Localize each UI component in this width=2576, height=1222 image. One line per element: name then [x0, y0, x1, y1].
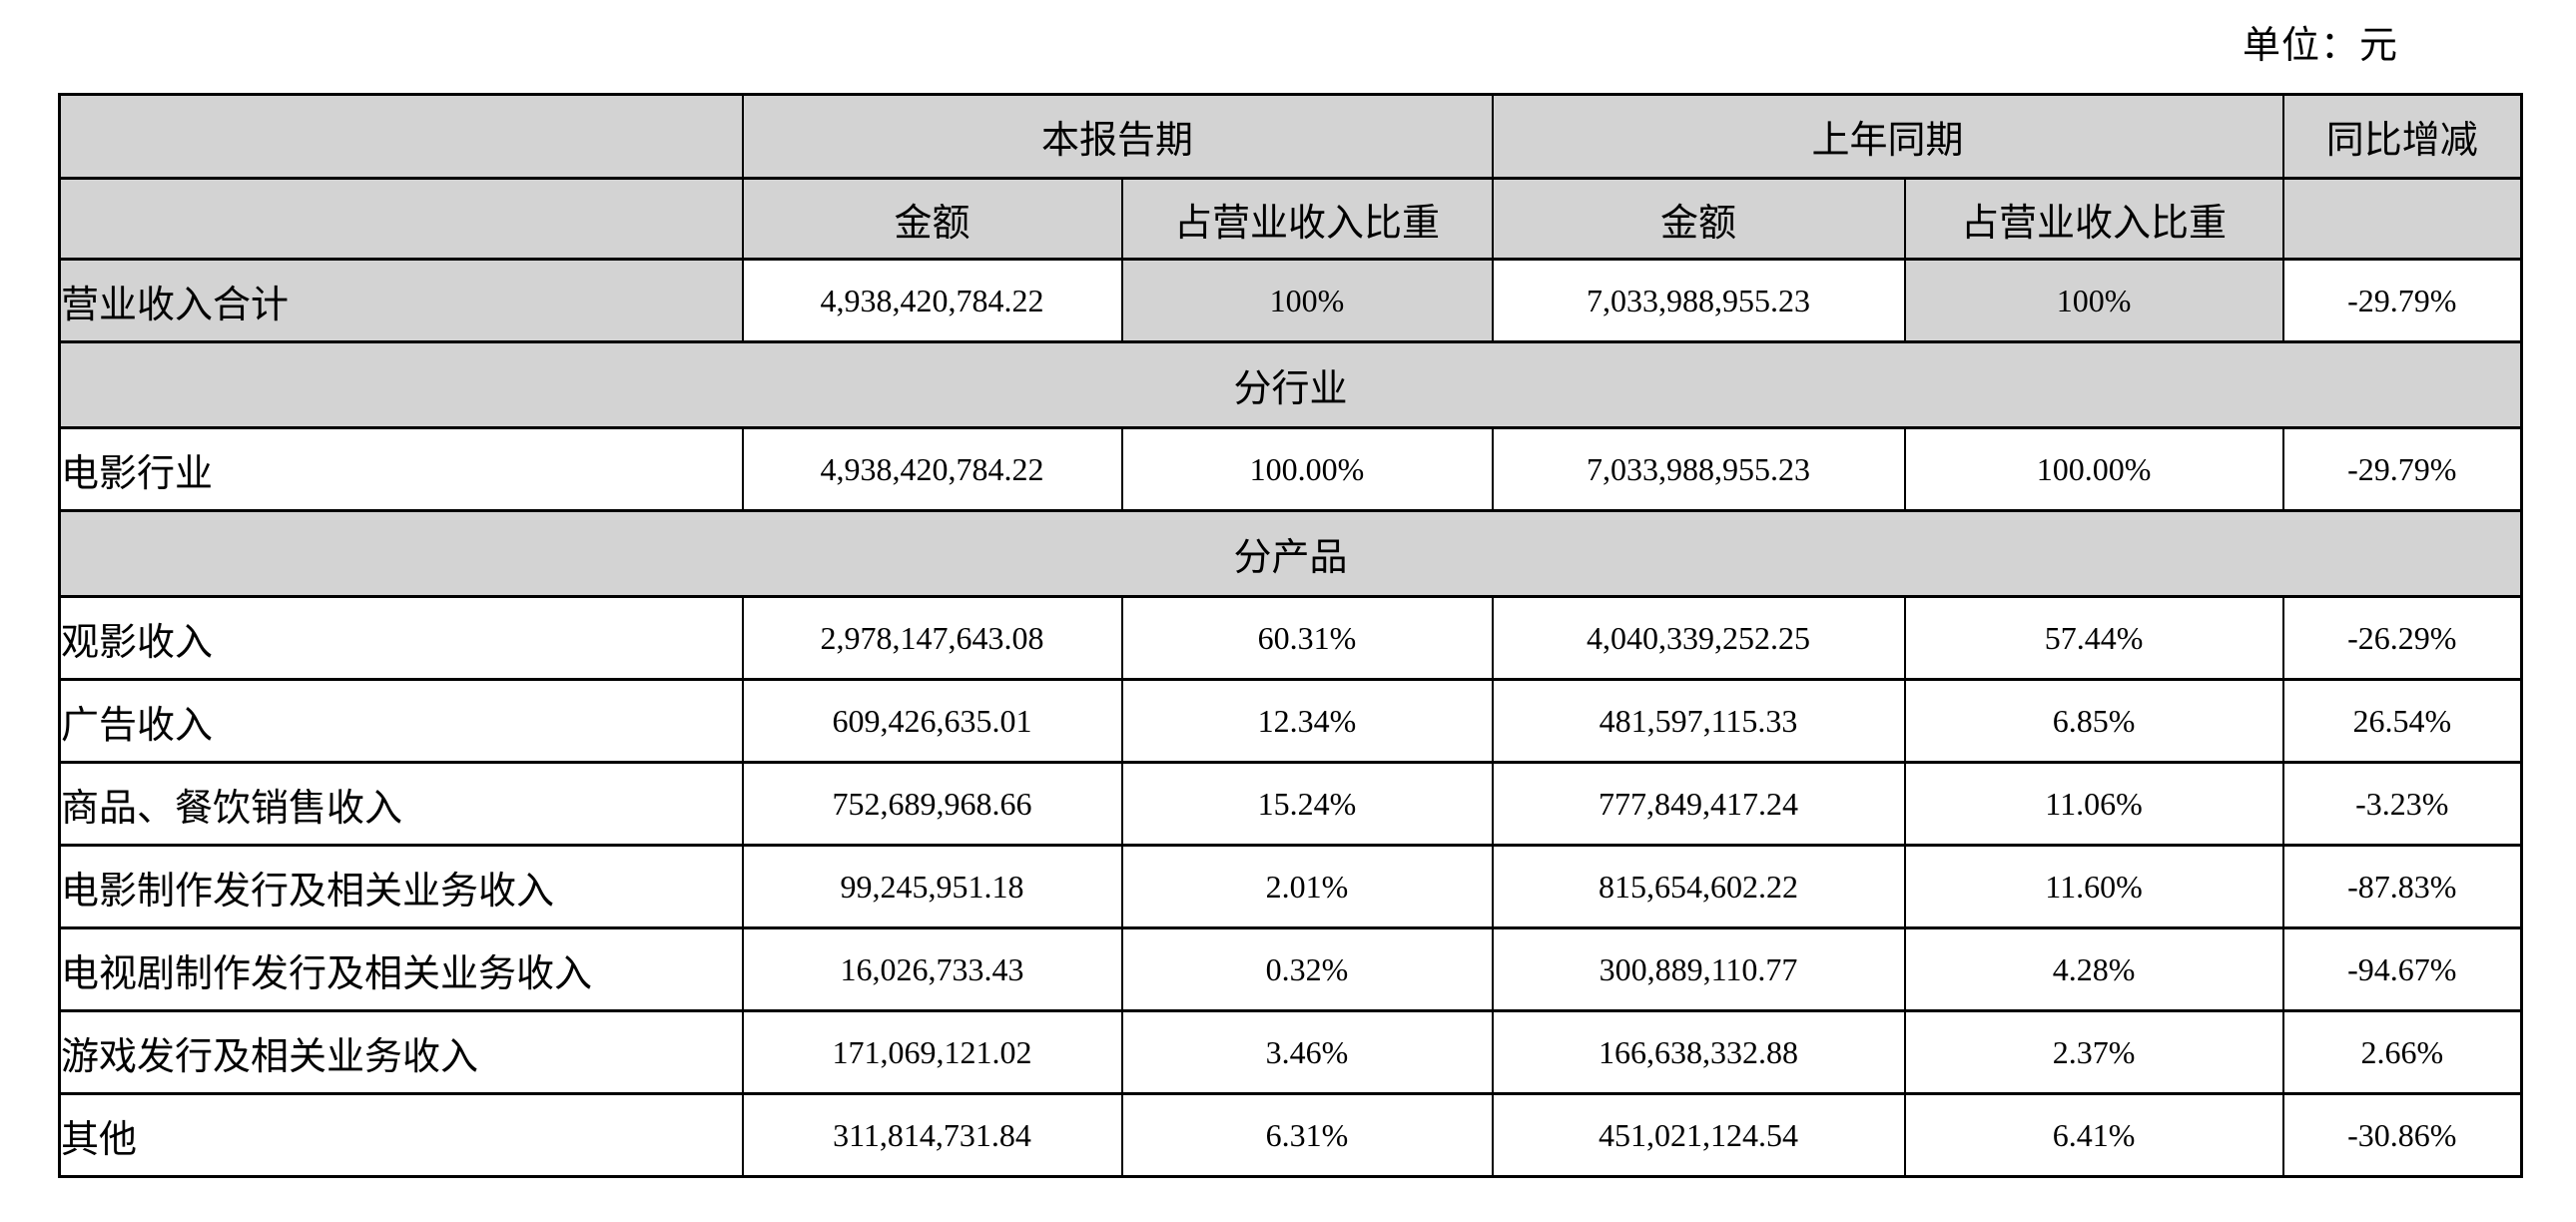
row-label-cell: 其他 [58, 1092, 744, 1178]
section-row: 分行业 [58, 340, 2523, 429]
cell-prior-amount: 7,033,988,955.23 [1491, 258, 1906, 343]
cell-yoy-change: -87.83% [2281, 844, 2523, 929]
cell-current-ratio: 60.31% [1120, 595, 1494, 681]
cell-yoy-change: -29.79% [2281, 426, 2523, 512]
cell-current-amount: 2,978,147,643.08 [741, 595, 1123, 681]
header-row-periods: 本报告期 上年同期 同比增减 [58, 93, 2523, 180]
row-label-cell: 电视剧制作发行及相关业务收入 [58, 926, 744, 1012]
cell-yoy-change: -29.79% [2281, 258, 2523, 343]
row-label-cell: 电影行业 [58, 426, 744, 512]
cell-current-ratio: 0.32% [1120, 926, 1494, 1012]
section-label: 分产品 [58, 509, 2523, 598]
cell-prior-amount: 481,597,115.33 [1491, 678, 1906, 764]
row-label-cell: 商品、餐饮销售收入 [58, 761, 744, 847]
cell-current-amount: 4,938,420,784.22 [741, 258, 1123, 343]
row-label-cell: 游戏发行及相关业务收入 [58, 1009, 744, 1095]
cell-prior-ratio: 6.85% [1903, 678, 2284, 764]
data-row: 商品、餐饮销售收入 752,689,968.66 15.24% 777,849,417… [58, 761, 2523, 847]
header-current-period: 本报告期 [741, 93, 1494, 180]
cell-prior-ratio: 100% [1903, 258, 2284, 343]
cell-prior-ratio: 4.28% [1903, 926, 2284, 1012]
cell-prior-amount: 451,021,124.54 [1491, 1092, 1906, 1178]
data-row: 电影行业 4,938,420,784.22 100.00% 7,033,988,955… [58, 426, 2523, 512]
cell-current-amount: 752,689,968.66 [741, 761, 1123, 847]
cell-current-amount: 4,938,420,784.22 [741, 426, 1123, 512]
row-label-cell: 广告收入 [58, 678, 744, 764]
cell-prior-amount: 166,638,332.88 [1491, 1009, 1906, 1095]
cell-current-ratio: 100% [1120, 258, 1494, 343]
total-row: 营业收入合计 4,938,420,784.22 100% 7,033,988,955.… [58, 258, 2523, 343]
cell-prior-ratio: 11.06% [1903, 761, 2284, 847]
cell-yoy-change: -26.29% [2281, 595, 2523, 681]
data-row: 电影制作发行及相关业务收入 99,245,951.18 2.01% 815,654,6… [58, 844, 2523, 929]
header-empty-cell [58, 177, 744, 261]
cell-current-amount: 16,026,733.43 [741, 926, 1123, 1012]
unit-label: 单位：元 [2242, 25, 2398, 67]
cell-yoy-change: -94.67% [2281, 926, 2523, 1012]
table-body: 营业收入合计 4,938,420,784.22 100% 7,033,988,955.… [58, 258, 2523, 1178]
header-prior-period: 上年同期 [1491, 93, 2284, 180]
header-current-amount: 金额 [741, 177, 1123, 261]
table-header: 本报告期 上年同期 同比增减 金额 占营业收入比重 金额 占营业收入比重 [58, 93, 2523, 261]
section-label: 分行业 [58, 340, 2523, 429]
cell-prior-ratio: 6.41% [1903, 1092, 2284, 1178]
revenue-breakdown-table: 本报告期 上年同期 同比增减 金额 占营业收入比重 金额 占营业收入比重 营业收… [58, 93, 2524, 1178]
cell-current-ratio: 12.34% [1120, 678, 1494, 764]
cell-prior-ratio: 11.60% [1903, 844, 2284, 929]
cell-prior-ratio: 2.37% [1903, 1009, 2284, 1095]
data-row: 广告收入 609,426,635.01 12.34% 481,597,115.33 6.… [58, 678, 2523, 764]
cell-current-ratio: 3.46% [1120, 1009, 1494, 1095]
header-yoy-change: 同比增减 [2281, 93, 2523, 180]
cell-yoy-change: 2.66% [2281, 1009, 2523, 1095]
row-label-cell: 电影制作发行及相关业务收入 [58, 844, 744, 929]
cell-yoy-change: -30.86% [2281, 1092, 2523, 1178]
cell-prior-amount: 815,654,602.22 [1491, 844, 1906, 929]
cell-prior-amount: 300,889,110.77 [1491, 926, 1906, 1012]
data-row: 电视剧制作发行及相关业务收入 16,026,733.43 0.32% 300,889,… [58, 926, 2523, 1012]
cell-yoy-change: -3.23% [2281, 761, 2523, 847]
header-empty-cell [58, 93, 744, 180]
data-row: 其他 311,814,731.84 6.31% 451,021,124.54 6.41%… [58, 1092, 2523, 1178]
data-row: 游戏发行及相关业务收入 171,069,121.02 3.46% 166,638,33… [58, 1009, 2523, 1095]
header-prior-amount: 金额 [1491, 177, 1906, 261]
cell-current-ratio: 6.31% [1120, 1092, 1494, 1178]
cell-prior-ratio: 57.44% [1903, 595, 2284, 681]
header-prior-ratio: 占营业收入比重 [1903, 177, 2284, 261]
data-row: 观影收入 2,978,147,643.08 60.31% 4,040,339,252.… [58, 595, 2523, 681]
cell-current-amount: 609,426,635.01 [741, 678, 1123, 764]
header-empty-cell [2281, 177, 2523, 261]
cell-yoy-change: 26.54% [2281, 678, 2523, 764]
header-current-ratio: 占营业收入比重 [1120, 177, 1494, 261]
header-row-metrics: 金额 占营业收入比重 金额 占营业收入比重 [58, 177, 2523, 261]
cell-current-amount: 171,069,121.02 [741, 1009, 1123, 1095]
cell-current-amount: 99,245,951.18 [741, 844, 1123, 929]
cell-prior-amount: 4,040,339,252.25 [1491, 595, 1906, 681]
cell-current-ratio: 15.24% [1120, 761, 1494, 847]
row-label-cell: 营业收入合计 [58, 258, 744, 343]
cell-prior-ratio: 100.00% [1903, 426, 2284, 512]
cell-prior-amount: 7,033,988,955.23 [1491, 426, 1906, 512]
cell-current-ratio: 100.00% [1120, 426, 1494, 512]
section-row: 分产品 [58, 509, 2523, 598]
cell-prior-amount: 777,849,417.24 [1491, 761, 1906, 847]
row-label-cell: 观影收入 [58, 595, 744, 681]
cell-current-amount: 311,814,731.84 [741, 1092, 1123, 1178]
cell-current-ratio: 2.01% [1120, 844, 1494, 929]
